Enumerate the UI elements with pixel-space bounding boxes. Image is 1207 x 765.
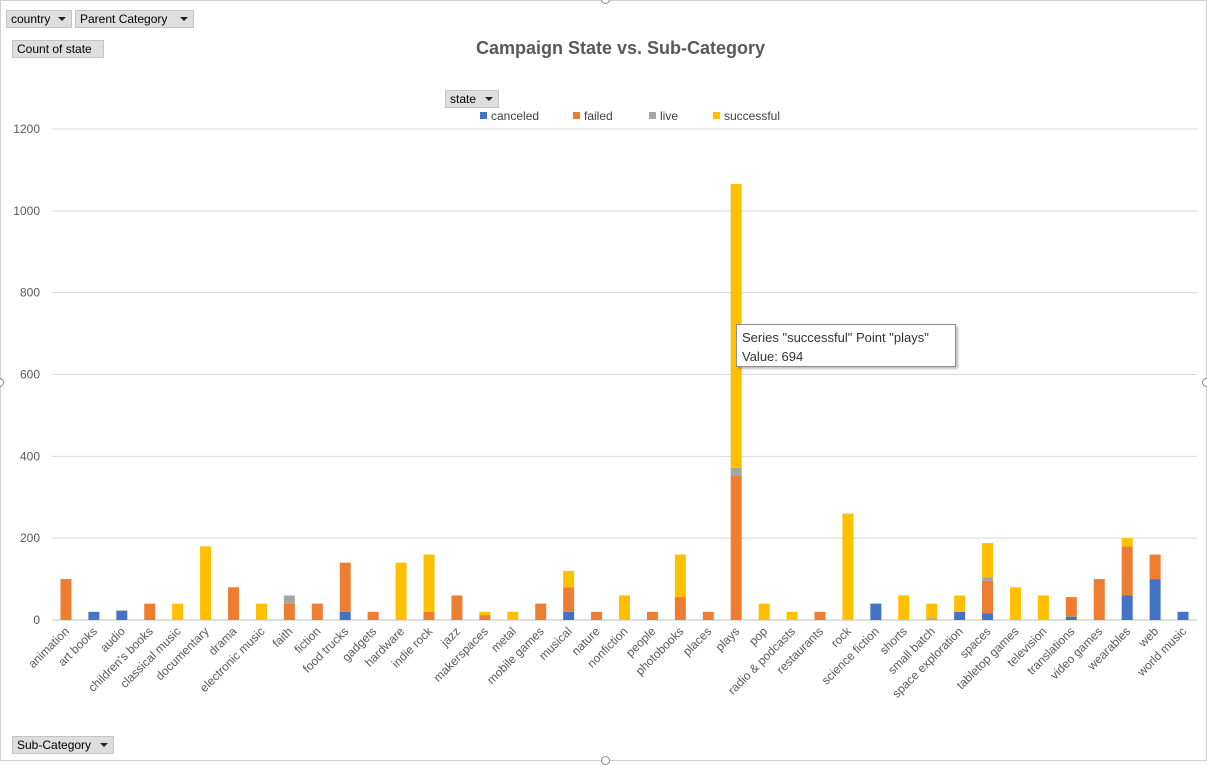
legend-label-canceled: canceled — [491, 109, 540, 123]
bar-canceled-musical — [563, 611, 575, 620]
bar-canceled-translations — [1065, 616, 1077, 620]
bar-failed-web — [1149, 554, 1161, 580]
bar-successful-makerspaces — [479, 611, 491, 616]
bar-failed-spaces — [982, 580, 994, 614]
legend-field-label: state — [450, 92, 477, 106]
y-tick-label: 0 — [33, 613, 40, 627]
legend-item-live[interactable]: live — [649, 109, 678, 123]
x-tick-label: places — [680, 624, 714, 658]
bar-failed-jazz — [451, 595, 463, 620]
y-tick-label: 800 — [20, 286, 40, 300]
legend-label-successful: successful — [724, 109, 781, 123]
bar-failed-translations — [1065, 597, 1077, 617]
bar-successful-electronic-music — [255, 603, 267, 620]
legend-item-canceled[interactable]: canceled — [480, 109, 539, 123]
bar-successful-photobooks — [674, 554, 686, 598]
legend-swatch-live — [649, 112, 656, 119]
parent-category-filter-button[interactable]: Parent Category — [75, 10, 194, 28]
legend-label-live: live — [660, 109, 679, 123]
bar-live-plays — [730, 467, 742, 476]
legend-swatch-canceled — [480, 112, 487, 119]
bar-successful-indie-rock — [423, 554, 435, 612]
resize-handle-right[interactable] — [1202, 378, 1207, 387]
bar-failed-photobooks — [674, 597, 686, 620]
y-tick-label: 1200 — [13, 122, 40, 136]
bar-failed-food-trucks — [339, 562, 351, 612]
bar-failed-faith — [283, 603, 295, 620]
bar-successful-documentary — [200, 546, 212, 620]
x-tick-label: plays — [713, 624, 743, 654]
bar-failed-animation — [60, 579, 72, 620]
bar-canceled-wearables — [1121, 595, 1133, 620]
bar-successful-spaces — [982, 543, 994, 578]
bar-failed-children-s-books — [144, 603, 156, 620]
bar-failed-indie-rock — [423, 611, 435, 620]
bar-failed-restaurants — [814, 611, 826, 620]
bar-failed-mobile-games — [535, 603, 547, 620]
y-tick-label: 600 — [20, 368, 40, 382]
legend-label-failed: failed — [584, 109, 613, 123]
values-field-button[interactable]: Count of state — [12, 40, 104, 58]
axis-field-button[interactable]: Sub-Category — [12, 736, 114, 754]
y-tick-label: 200 — [20, 531, 40, 545]
tooltip-value: Value: 694 — [742, 349, 804, 364]
bar-failed-fiction — [311, 603, 323, 620]
bar-live-faith — [283, 595, 295, 604]
bar-failed-drama — [228, 587, 240, 620]
bar-canceled-spaces — [982, 613, 994, 620]
legend-swatch-failed — [573, 112, 580, 119]
legend-item-successful[interactable]: successful — [713, 109, 780, 123]
axis-field-label: Sub-Category — [17, 738, 92, 752]
bar-successful-television — [1037, 595, 1049, 620]
legend-swatch-successful — [713, 112, 720, 119]
bar-canceled-science-fiction — [870, 603, 882, 620]
country-filter-label: country — [11, 12, 51, 26]
bar-live-small-batch — [926, 618, 938, 620]
bar-canceled-world-music — [1177, 611, 1189, 620]
parent-category-filter-label: Parent Category — [80, 12, 168, 26]
bar-failed-people — [646, 611, 658, 620]
bar-failed-gadgets — [367, 611, 379, 620]
bar-canceled-audio — [116, 610, 128, 620]
bar-successful-space-exploration — [954, 595, 966, 612]
bar-failed-plays — [730, 475, 742, 620]
bar-successful-tabletop-games — [1009, 587, 1021, 620]
bar-successful-metal — [507, 611, 519, 620]
chevron-down-icon — [58, 17, 66, 21]
chart-title: Campaign State vs. Sub-Category — [475, 38, 766, 58]
bar-successful-shorts — [898, 595, 910, 620]
bar-canceled-food-trucks — [339, 611, 351, 620]
chevron-down-icon — [180, 17, 188, 21]
bar-successful-small-batch — [926, 603, 938, 619]
chevron-down-icon — [100, 743, 108, 747]
bar-successful-classical-music — [172, 603, 184, 620]
chevron-down-icon — [485, 97, 493, 101]
bar-successful-pop — [758, 603, 770, 620]
bar-failed-musical — [563, 587, 575, 612]
bar-failed-wearables — [1121, 546, 1133, 596]
bar-live-spaces — [982, 577, 994, 581]
y-tick-label: 400 — [20, 449, 40, 463]
legend-item-failed[interactable]: failed — [573, 109, 613, 123]
bar-canceled-web — [1149, 579, 1161, 620]
bar-canceled-space-exploration — [954, 611, 966, 620]
bar-successful-hardware — [395, 562, 407, 620]
bar-failed-places — [702, 611, 714, 620]
bar-successful-radio-podcasts — [786, 611, 798, 620]
bar-failed-nature — [591, 611, 603, 620]
legend-field-button[interactable]: state — [445, 90, 499, 108]
bar-successful-wearables — [1121, 538, 1133, 547]
bar-successful-rock — [842, 513, 854, 620]
tooltip-series-point: Series "successful" Point "plays" — [742, 330, 929, 345]
country-filter-button[interactable]: country — [6, 10, 72, 28]
data-point-tooltip: Series "successful" Point "plays" Value:… — [736, 324, 956, 367]
bar-successful-nonfiction — [619, 595, 630, 620]
bar-successful-musical — [563, 570, 575, 588]
bar-canceled-art-books — [88, 611, 100, 620]
bar-failed-makerspaces — [479, 615, 491, 620]
bar-failed-video-games — [1093, 579, 1105, 620]
y-tick-label: 1000 — [13, 204, 40, 218]
values-field-label: Count of state — [17, 42, 92, 56]
